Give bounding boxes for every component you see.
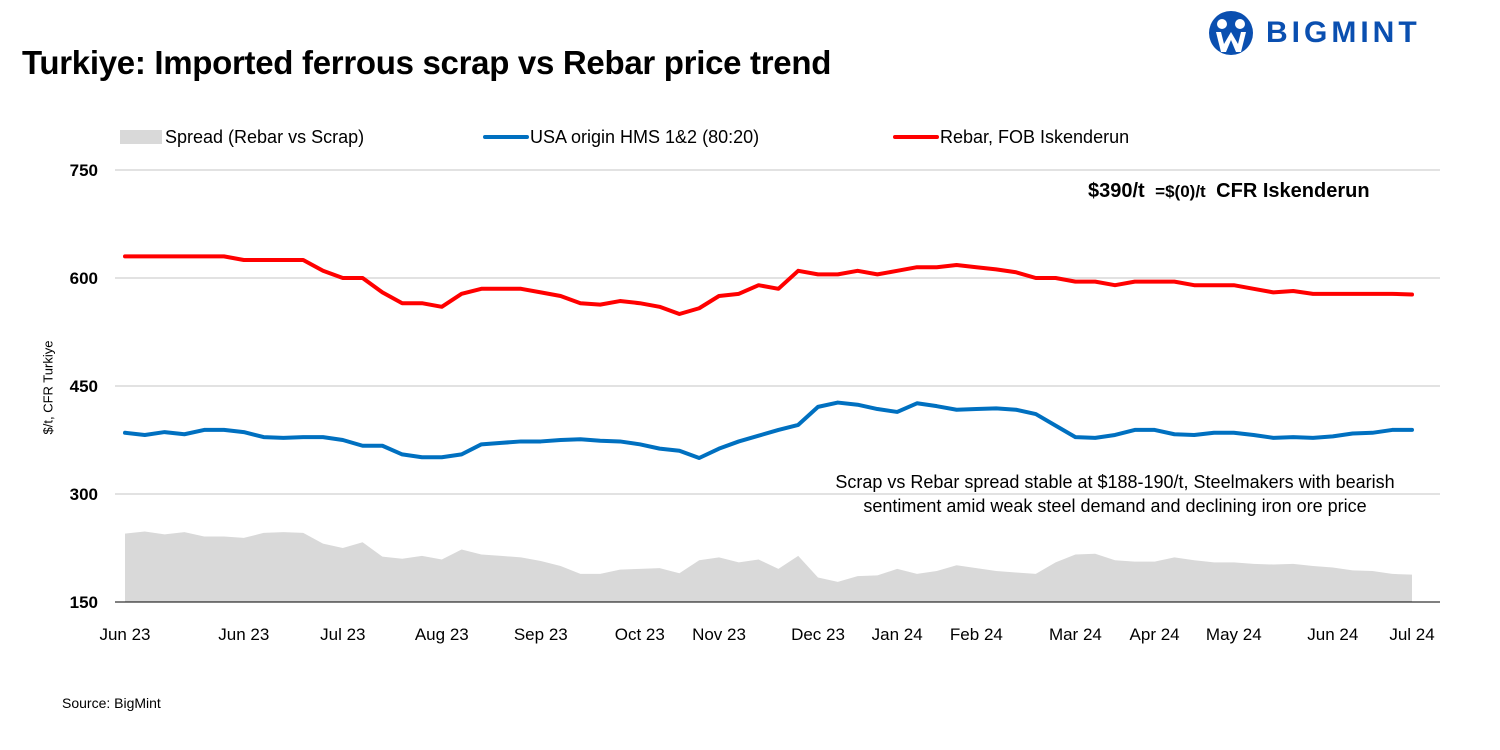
scrap-price-line [123, 400, 1414, 460]
bigmint-logo-text: BIGMINT [1266, 16, 1421, 49]
x-tick-label: Jul 23 [320, 625, 365, 644]
legend-label: Spread (Rebar vs Scrap) [165, 127, 364, 147]
x-tick-label: Mar 24 [1049, 625, 1102, 644]
legend-label: Rebar, FOB Iskenderun [940, 127, 1129, 147]
spread-area [125, 531, 1412, 602]
x-tick-label: Jul 24 [1389, 625, 1434, 644]
annotation-line-1: Scrap vs Rebar spread stable at $188-190… [835, 472, 1395, 492]
y-tick-label: 300 [70, 485, 98, 504]
bigmint-logo: BIGMINT [1208, 10, 1421, 56]
x-tick-label: Sep 23 [514, 625, 568, 644]
y-tick-label: 150 [70, 593, 98, 612]
x-tick-label: Feb 24 [950, 625, 1003, 644]
annotation-line-2: sentiment amid weak steel demand and dec… [863, 496, 1367, 516]
y-tick-label: 450 [70, 377, 98, 396]
chart-annotation: Scrap vs Rebar spread stable at $188-190… [760, 470, 1470, 518]
chart-title: Turkiye: Imported ferrous scrap vs Rebar… [22, 44, 832, 81]
callout-change: =$(0)/t [1155, 182, 1206, 201]
price-callout: $390/t =$(0)/t CFR Iskenderun [1088, 180, 1376, 203]
rebar-price-line [123, 254, 1414, 316]
callout-price: $390/t [1088, 180, 1145, 202]
callout-basis: CFR Iskenderun [1216, 180, 1370, 202]
x-tick-label: Aug 23 [415, 625, 469, 644]
x-tick-label: May 24 [1206, 625, 1262, 644]
y-tick-label: 750 [70, 161, 98, 180]
x-tick-label: Dec 23 [791, 625, 845, 644]
x-tick-label: Jan 24 [872, 625, 923, 644]
legend-label: USA origin HMS 1&2 (80:20) [530, 127, 759, 147]
x-tick-label: Jun 24 [1307, 625, 1358, 644]
y-tick-label: 600 [70, 269, 98, 288]
x-tick-label: Oct 23 [615, 625, 665, 644]
legend-swatch-spread [120, 130, 162, 144]
x-tick-label: Jun 23 [99, 625, 150, 644]
x-tick-label: Nov 23 [692, 625, 746, 644]
x-tick-label: Jun 23 [218, 625, 269, 644]
source-note: Source: BigMint [62, 695, 161, 711]
bigmint-logo-icon [1209, 11, 1253, 55]
y-axis-label: $/t, CFR Turkiye [40, 340, 56, 435]
x-tick-label: Apr 24 [1130, 625, 1180, 644]
